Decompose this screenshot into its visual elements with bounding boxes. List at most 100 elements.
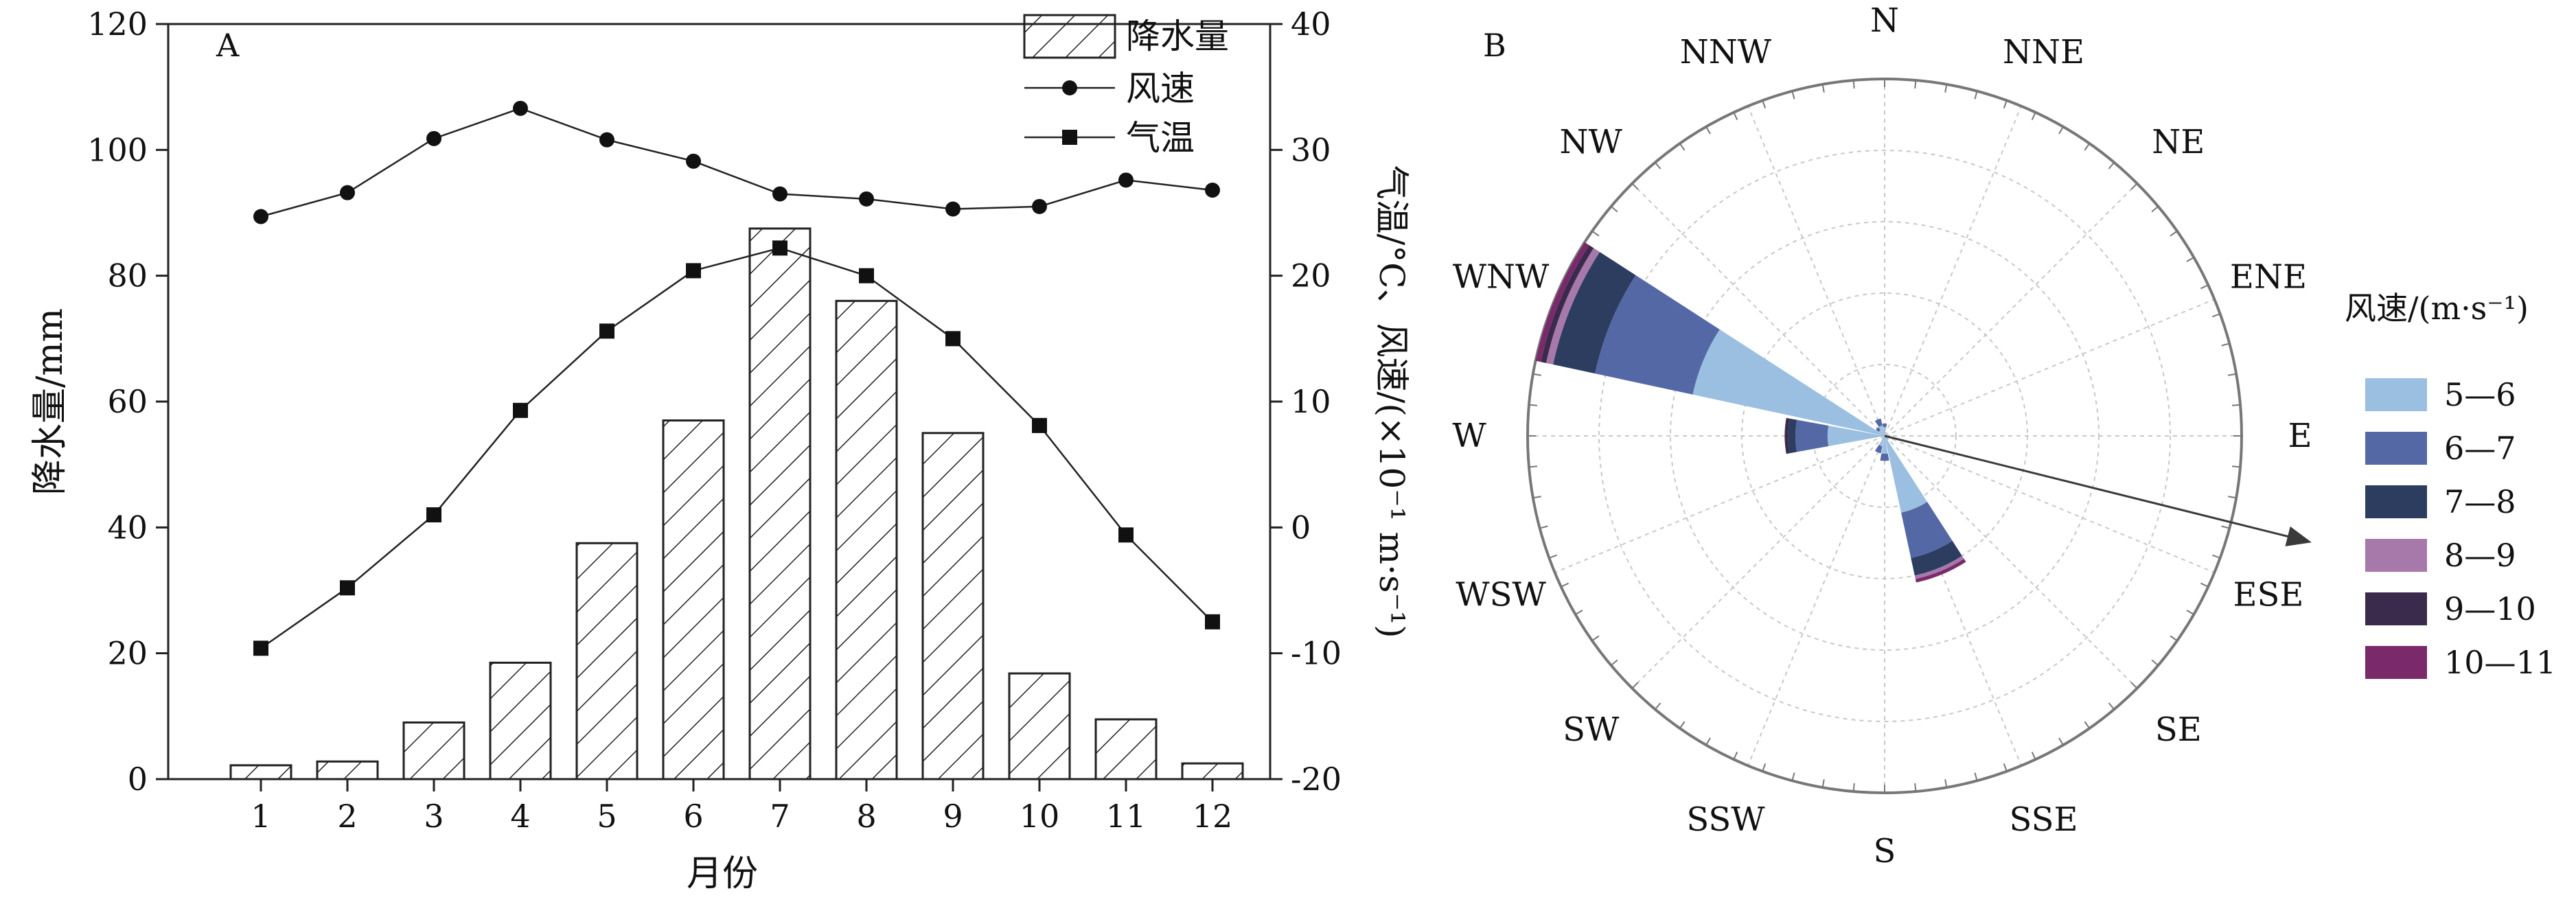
windrose-legend-swatch — [2365, 485, 2427, 518]
temperature-point — [340, 580, 355, 596]
outer-tick — [1532, 373, 1541, 376]
outer-tick — [1821, 84, 1825, 93]
left-tick-label: 0 — [128, 761, 148, 798]
windrose-legend-label: 10—11 — [2444, 644, 2556, 681]
windrose-legend: 风速/(m·s⁻¹) 5—6 6—7 7—8 8—9 9—10 10—11 — [2345, 290, 2556, 681]
wind-speed-point — [1205, 183, 1220, 198]
outer-tick — [1528, 404, 1538, 406]
outer-tick — [2084, 721, 2091, 729]
outer-tick — [1733, 751, 1738, 760]
legend-temp-label: 气温 — [1126, 118, 1195, 158]
outer-tick — [1561, 582, 1569, 588]
legend-precip-swatch — [1023, 14, 1116, 59]
outer-tick — [2031, 112, 2036, 121]
outer-tick — [2228, 373, 2237, 376]
legend-wind-marker — [1062, 80, 1077, 95]
right-tick-label: 20 — [1291, 257, 1331, 294]
wind-speed-point — [772, 186, 787, 202]
outer-tick — [1705, 737, 1711, 745]
direction-label: NW — [1560, 123, 1623, 161]
direction-label: WSW — [1456, 576, 1546, 614]
legend: 降水量 风速 气温 — [1023, 14, 1229, 158]
x-tick-label: 8 — [856, 798, 876, 835]
grid-spoke — [1631, 183, 1885, 437]
precipitation-bar — [1008, 672, 1071, 780]
direction-label: NNW — [1680, 33, 1772, 71]
windrose-petal-segment — [1541, 245, 1594, 363]
windrose-petal-segment — [1914, 555, 1964, 579]
precipitation-bar — [1094, 718, 1158, 780]
windrose-petal-segment — [1545, 248, 1600, 365]
precipitation-bar — [921, 432, 985, 780]
direction-label: N — [1870, 1, 1899, 40]
windrose-petal-segment — [1795, 419, 1829, 452]
outer-tick — [2212, 313, 2220, 318]
outer-tick — [2084, 143, 2091, 151]
y2-axis-label: 气温/°C、风速/(×10⁻¹ m·s⁻¹) — [1372, 165, 1412, 638]
outer-tick — [2031, 751, 2036, 760]
outer-tick — [2170, 230, 2178, 237]
wind-speed-point — [686, 153, 701, 169]
precipitation-bar — [748, 227, 812, 780]
direction-label: SSW — [1686, 800, 1765, 839]
windrose-petal-segment — [1882, 423, 1887, 428]
left-tick-label: 120 — [87, 5, 148, 43]
line-series — [253, 100, 1220, 656]
panel-a-label: A — [216, 27, 240, 64]
windrose-legend-swatch — [2365, 646, 2427, 679]
outer-tick — [1944, 84, 1948, 93]
direction-label: WNW — [1453, 257, 1550, 296]
outer-tick — [1791, 772, 1795, 781]
windrose-petal-segment — [1874, 445, 1883, 454]
direction-labels: N NNE NE ENE E ESE SE SSE S SSW SW WSW W WNW NW NNW — [1452, 1, 2312, 870]
x-tick-label: 6 — [683, 798, 703, 835]
x-tick-label: 7 — [770, 798, 790, 835]
direction-label: NNE — [2003, 33, 2084, 71]
grid-spoke — [1884, 106, 2022, 437]
windrose-petal-segment — [1911, 540, 1962, 576]
direction-label: SW — [1563, 710, 1620, 749]
wind-speed-point — [945, 201, 961, 217]
direction-label: S — [1874, 832, 1896, 870]
left-tick-label: 20 — [107, 635, 148, 672]
direction-label: SE — [2155, 710, 2202, 749]
x-tick-label: 4 — [510, 798, 530, 835]
outer-tick — [2003, 100, 2008, 108]
windrose-petal-segment — [1901, 502, 1953, 558]
outer-tick — [2186, 257, 2194, 262]
grid-spoke — [1884, 299, 2215, 437]
outer-tick — [1631, 682, 1639, 689]
windrose-petal-segment — [1915, 559, 1966, 583]
windrose-petal-segment — [1874, 418, 1883, 427]
outer-tick — [1539, 525, 1548, 529]
x-axis-label: 月份 — [687, 853, 758, 894]
windrose-petal-segment — [1788, 418, 1797, 454]
precipitation-bar — [835, 299, 898, 780]
outer-tick — [2221, 343, 2230, 347]
outer-tick — [1532, 496, 1541, 499]
outer-tick — [2231, 465, 2241, 468]
direction-label: W — [1452, 417, 1486, 455]
outer-tick — [2003, 763, 2008, 772]
x-tick-label: 5 — [597, 798, 617, 835]
outer-tick — [2151, 205, 2159, 213]
windrose-petal-segment — [1876, 427, 1881, 432]
outer-tick — [1791, 91, 1795, 100]
windrose-petal-segment — [1827, 426, 1885, 446]
wind-speed-point — [1032, 198, 1047, 214]
outer-tick — [1591, 635, 1600, 642]
grid-spoke — [1884, 435, 2138, 689]
left-tick-label: 60 — [107, 383, 148, 420]
outer-tick — [2130, 183, 2138, 190]
precipitation-bar — [229, 764, 292, 780]
windrose-legend-label: 7—8 — [2444, 483, 2516, 520]
outer-tick — [1528, 465, 1538, 468]
windrose-legend-title: 风速/(m·s⁻¹) — [2345, 290, 2529, 327]
precipitation-bar — [489, 661, 552, 780]
outer-tick — [2231, 404, 2241, 406]
right-axis-ticks: -20 -10 0 10 20 30 40 — [1270, 5, 1342, 798]
windrose-legend-swatch — [2365, 432, 2427, 465]
outer-tick — [2212, 554, 2220, 559]
precipitation-bar — [662, 419, 725, 780]
